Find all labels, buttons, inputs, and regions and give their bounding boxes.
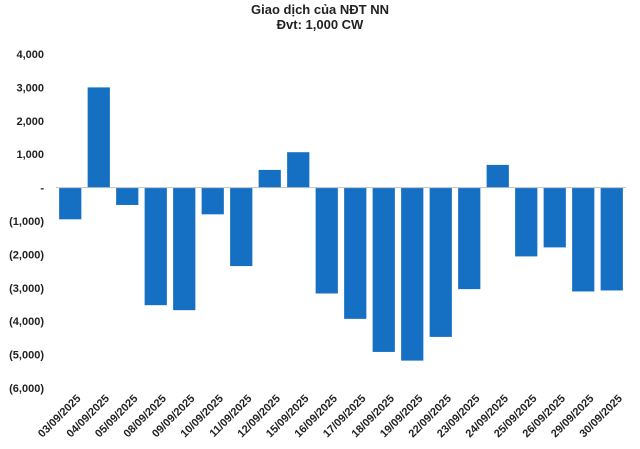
bar (429, 187, 452, 337)
bar (116, 187, 139, 205)
bar (515, 187, 538, 257)
bar (372, 187, 395, 352)
bar (600, 187, 623, 291)
bar (572, 187, 595, 292)
x-axis: 03/09/202504/09/202505/09/202508/09/2025… (36, 393, 625, 440)
bar (401, 187, 424, 361)
y-axis: 4,000 3,000 2,000 1,000 - (1,000) (2,000) (3,00… (9, 49, 44, 395)
bar (230, 187, 253, 267)
bar (344, 187, 367, 319)
y-tick-label: 1,000 (16, 149, 44, 161)
bar (201, 187, 224, 215)
y-tick-label: 2,000 (16, 116, 44, 128)
bar (87, 87, 110, 188)
y-tick-label: 4,000 (16, 49, 44, 61)
y-tick-label: (2,000) (9, 249, 44, 261)
bar (458, 187, 481, 290)
chart-subtitle: Đvt: 1,000 CW (276, 17, 364, 32)
chart-title: Giao dịch của NĐT NN (251, 2, 389, 17)
y-tick-label: - (40, 183, 44, 195)
y-tick-label: (3,000) (9, 283, 44, 295)
y-tick-label: (6,000) (9, 383, 44, 395)
y-tick-label: (1,000) (9, 216, 44, 228)
bars (59, 87, 623, 361)
bar (315, 187, 338, 294)
bar (144, 187, 167, 306)
bar (59, 187, 82, 220)
bar (486, 164, 509, 188)
bar (287, 152, 310, 188)
y-tick-label: (5,000) (9, 350, 44, 362)
y-tick-label: 3,000 (16, 82, 44, 94)
bar (543, 187, 566, 248)
bar (258, 169, 281, 188)
y-tick-label: (4,000) (9, 316, 44, 328)
bar (173, 187, 196, 311)
